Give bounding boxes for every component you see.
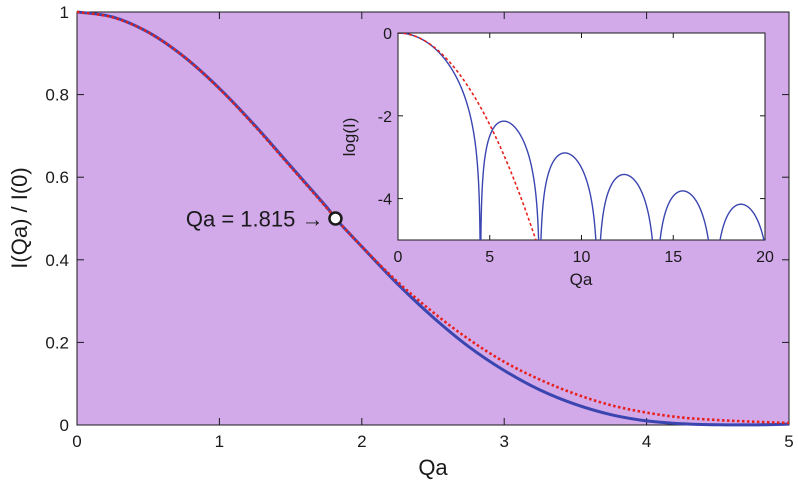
qa-annotation-marker bbox=[328, 211, 343, 226]
main-x-axis-label: Qa bbox=[418, 455, 448, 480]
main-y-tick-label: 0.2 bbox=[45, 333, 69, 352]
inset-x-axis-label: Qa bbox=[570, 270, 593, 289]
inset-x-tick-label: 5 bbox=[485, 249, 494, 266]
inset-y-tick-label: -4 bbox=[378, 192, 392, 209]
main-y-tick-label: 0.4 bbox=[45, 251, 69, 270]
inset-y-ticks: 0 -2 -4 bbox=[378, 26, 765, 209]
main-x-tick-label: 0 bbox=[72, 432, 81, 451]
inset-series-approx-line bbox=[398, 33, 537, 240]
main-y-tick-label: 1 bbox=[60, 3, 69, 22]
inset-y-tick-label: -2 bbox=[378, 109, 392, 126]
qa-annotation-label: Qa = 1.815 → bbox=[186, 207, 324, 232]
inset-y-axis-label: log(I) bbox=[340, 118, 359, 157]
main-y-tick-label: 0.8 bbox=[45, 86, 69, 105]
main-y-axis-label: I(Qa) / I(0) bbox=[7, 167, 32, 268]
main-x-tick-label: 3 bbox=[499, 432, 508, 451]
main-x-tick-label: 4 bbox=[642, 432, 651, 451]
main-x-ticks: 0 1 2 3 4 5 bbox=[72, 12, 794, 451]
inset-chart: 0 -2 -4 0 5 10 15 20 Qa log(I) bbox=[340, 26, 774, 289]
inset-x-ticks: 0 5 10 15 20 bbox=[394, 33, 774, 266]
main-series-approx-line bbox=[76, 10, 790, 425]
main-x-tick-label: 5 bbox=[784, 432, 793, 451]
main-y-ticks: 0 0.2 0.4 0.6 0.8 1 bbox=[45, 3, 789, 435]
inset-y-tick-label: 0 bbox=[383, 26, 392, 43]
main-y-tick-label: 0 bbox=[60, 416, 69, 435]
inset-x-tick-label: 15 bbox=[664, 249, 682, 266]
main-y-tick-label: 0.6 bbox=[45, 168, 69, 187]
main-x-tick-label: 2 bbox=[357, 432, 366, 451]
inset-x-tick-label: 0 bbox=[394, 249, 403, 266]
inset-x-tick-label: 20 bbox=[756, 249, 774, 266]
inset-plot-area bbox=[397, 32, 766, 241]
inset-series-group bbox=[398, 33, 765, 240]
main-x-tick-label: 1 bbox=[215, 432, 224, 451]
inset-series-exact-line bbox=[398, 33, 765, 240]
main-series-group bbox=[76, 10, 790, 427]
inset-x-tick-label: 10 bbox=[573, 249, 591, 266]
